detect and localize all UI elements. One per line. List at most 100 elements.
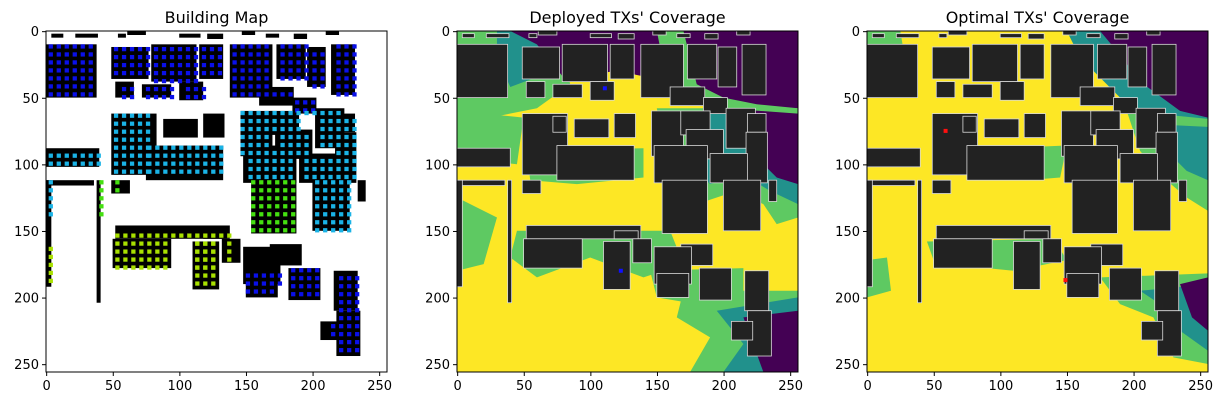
axes-frame [45, 30, 388, 373]
rx-point [56, 44, 61, 49]
rx-point [320, 68, 325, 73]
rx-point [139, 249, 144, 254]
rx-point [352, 150, 357, 156]
rx-point [336, 166, 341, 172]
rx-point [147, 161, 152, 166]
rx-point [248, 118, 253, 124]
rx-point [72, 60, 77, 65]
rx-point [123, 265, 128, 270]
rx-point [139, 233, 144, 238]
rx-point [80, 153, 85, 158]
rx-point [256, 158, 261, 164]
rx-point [288, 150, 293, 156]
building [1097, 43, 1128, 80]
rx-point [320, 76, 325, 81]
rx-point [299, 284, 304, 289]
building [1071, 179, 1118, 234]
rx-point [227, 233, 232, 238]
building [966, 145, 1045, 181]
rx-point [264, 44, 269, 49]
rx-point [171, 145, 176, 150]
rx-point [315, 292, 320, 297]
building [51, 33, 64, 38]
rx-point [153, 86, 159, 92]
rx-point [179, 145, 184, 150]
rx-point [275, 212, 280, 217]
rx-point [201, 86, 207, 92]
rx-point [248, 174, 253, 180]
rx-point [185, 78, 191, 84]
rx-point [113, 153, 119, 158]
rx-point [344, 52, 349, 57]
rx-point [304, 142, 309, 148]
rx-point [320, 166, 325, 172]
rx-point [315, 228, 320, 233]
rx-point [240, 76, 245, 81]
building [1086, 33, 1101, 39]
rx-point [203, 145, 208, 150]
rx-point [245, 289, 251, 294]
rx-point [115, 233, 120, 238]
rx-point [299, 276, 304, 281]
rx-point [288, 134, 293, 140]
building [1113, 97, 1138, 114]
rx-point [296, 126, 301, 132]
rx-point [88, 161, 93, 166]
rx-point [352, 44, 357, 49]
rx-point [355, 308, 360, 313]
rx-point [331, 324, 336, 329]
rx-point [344, 166, 349, 172]
x-tick-label: 150 [645, 379, 670, 394]
rx-point [121, 121, 127, 126]
rx-point [169, 94, 175, 100]
rx-point [248, 126, 253, 132]
rx-point [240, 68, 245, 73]
rx-point [171, 161, 176, 166]
rx-point [315, 188, 320, 193]
building [609, 43, 635, 80]
rx-point [304, 68, 309, 73]
rx-point [131, 265, 136, 270]
rx-point [137, 129, 143, 134]
rx-point [304, 174, 309, 180]
rx-point [339, 332, 344, 337]
rx-point [219, 233, 224, 238]
rx-point [177, 62, 183, 68]
rx-point [311, 108, 316, 113]
rx-point [267, 220, 272, 225]
rx-point [336, 158, 341, 164]
rx-point [161, 70, 167, 76]
rx-point [155, 145, 160, 150]
rx-point [288, 60, 293, 65]
chart-title: Optimal TXs' Coverage [946, 8, 1130, 27]
rx-point [161, 62, 167, 68]
rx-point [129, 70, 135, 76]
building [971, 43, 1018, 83]
rx-point [169, 46, 175, 52]
building [331, 44, 356, 95]
rx-point [217, 70, 223, 76]
rx-point [253, 273, 259, 278]
rx-point [240, 150, 245, 156]
rx-point [99, 188, 104, 193]
rx-point [48, 52, 53, 57]
chart-title: Building Map [165, 8, 269, 27]
rx-point [64, 76, 69, 81]
building [653, 145, 708, 184]
building [962, 83, 993, 99]
building [320, 321, 342, 341]
rx-point [48, 44, 53, 49]
rx-point [248, 84, 253, 89]
rx-point [123, 257, 128, 262]
building [676, 33, 691, 39]
rx-point [161, 86, 167, 92]
rx-point [217, 46, 223, 52]
rx-point [336, 174, 341, 180]
rx-point [185, 62, 191, 68]
rx-point [256, 142, 261, 148]
rx-point [352, 174, 357, 180]
rx-point [355, 348, 360, 353]
rx-point [264, 142, 269, 148]
rx-point [288, 174, 293, 180]
rx-point [339, 284, 344, 289]
